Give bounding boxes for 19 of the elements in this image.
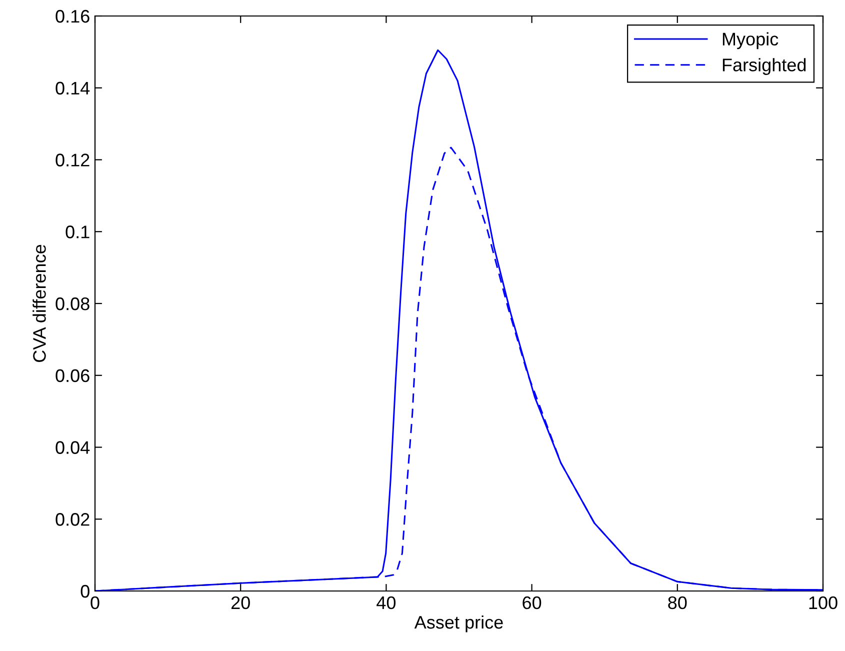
y-tick-label: 0.02	[56, 513, 90, 526]
x-tick-label: 100	[809, 596, 838, 610]
legend-label: Farsighted	[722, 58, 806, 75]
y-axis-title: CVA difference	[32, 244, 46, 362]
x-tick-label: 60	[522, 596, 542, 610]
y-tick-label: 0.06	[56, 369, 90, 382]
y-tick-label: 0.14	[56, 82, 90, 95]
x-tick-label: 20	[231, 596, 250, 610]
y-tick-label: 0.16	[56, 10, 90, 23]
y-tick-label: 0.1	[66, 226, 90, 238]
legend-label: Myopic	[722, 32, 778, 50]
x-tick-label: 40	[376, 596, 396, 610]
y-tick-label: 0.12	[56, 154, 90, 166]
y-tick-label: 0.04	[56, 441, 90, 454]
x-tick-label: 0	[90, 596, 100, 610]
x-tick-label: 80	[668, 596, 687, 610]
x-axis-title: Asset price	[414, 615, 503, 632]
y-tick-label: 0	[80, 584, 90, 598]
y-tick-label: 0.08	[56, 297, 90, 310]
